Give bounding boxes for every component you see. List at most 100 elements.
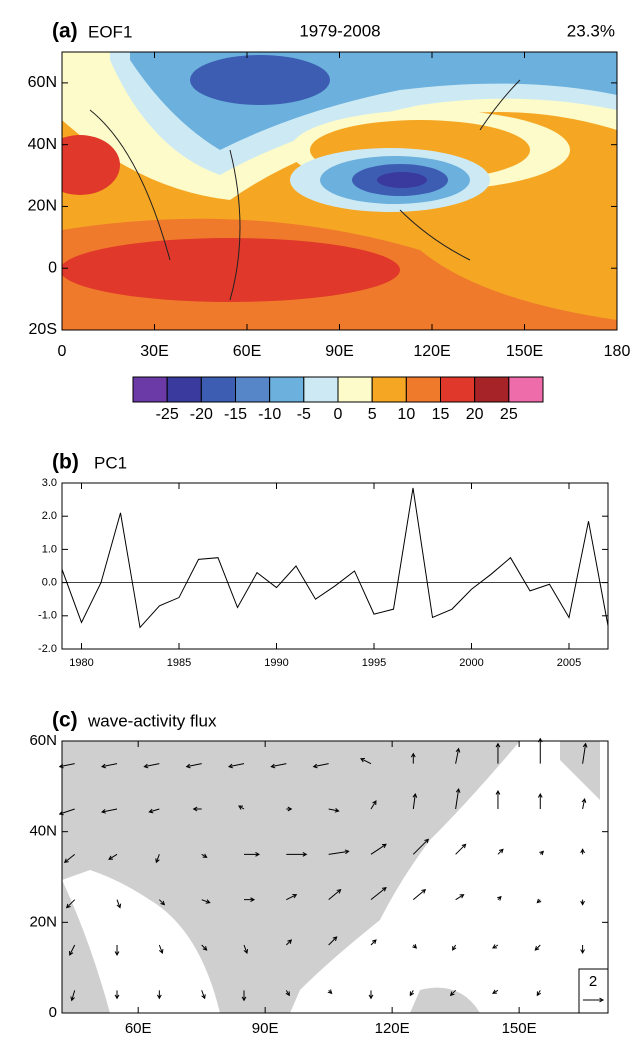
y-tick-label: 60N [28,74,57,91]
flux-vector [65,899,76,909]
x-tick-label: 60E [233,343,261,360]
flux-vector [412,838,430,855]
flux-vector [368,990,374,1000]
flux-vector [286,806,293,812]
flux-vector [158,899,166,906]
x-tick-label: 2000 [459,657,483,669]
x-tick-label: 120E [413,343,450,360]
flux-vector [412,792,418,810]
y-tick-label: 60N [29,732,57,749]
flux-vector [495,789,501,809]
flux-vector [227,763,245,769]
panel-label: (a) [52,20,78,43]
colorbar-label: -5 [297,406,311,423]
y-tick-label: -2.0 [38,643,57,655]
flux-vector [185,763,202,769]
x-tick-label: 150E [506,343,543,360]
colorbar-label: -20 [190,406,213,423]
flux-vector [409,990,415,997]
x-tick-label: 1990 [264,657,288,669]
flux-vector [286,851,308,857]
panel-label: (c) [52,709,78,732]
y-tick-label: 1.0 [42,543,57,555]
y-tick-label: 20N [29,913,57,930]
colorbar-label: 15 [432,406,450,423]
flux-vector [455,843,467,855]
x-tick-label: 60E [125,1020,152,1037]
colorbar-label: 0 [334,406,343,423]
colorbar-label: -25 [156,406,179,423]
flux-vector [114,990,120,1000]
x-tick-label: 150E [502,1020,537,1037]
colorbar-box [371,376,407,403]
flux-vector [492,989,499,994]
colorbar-box [303,376,339,403]
plot-frame [61,740,609,1014]
y-tick-label: 40N [28,136,57,153]
flux-vector [328,849,350,855]
flux-vector [492,944,499,949]
flux-vector [143,763,160,769]
pc-line [61,487,609,629]
flux-vector [312,763,329,769]
flux-vector [58,763,75,769]
flux-vector [58,808,75,816]
flux-vector [412,888,427,901]
flux-vector [201,899,211,904]
flux-vector [536,990,541,997]
flux-vector [449,989,456,997]
flux-vector [410,752,416,764]
panel-title: PC1 [94,453,127,472]
x-tick-label: 2005 [557,657,581,669]
y-tick-label: 20N [28,198,57,215]
x-tick-label: 90E [325,343,353,360]
flux-vector [114,945,120,957]
x-tick-label: 1980 [69,657,93,669]
flux-vector [496,895,502,901]
colorbar-label: -10 [258,406,281,423]
subtitle: 1979-2008 [299,21,380,40]
flux-vector [156,990,162,1000]
flux-vector [328,888,342,901]
flux-vector [285,990,290,997]
colorbar-label: 10 [397,406,415,423]
flux-vector [101,763,118,769]
flux-vector [452,944,457,951]
colorbar-label: -15 [224,406,247,423]
reference-box [578,968,609,1014]
flux-vector [582,742,588,764]
land-mask [62,741,608,1013]
flux-vector [497,848,504,855]
flux-vector [455,747,461,764]
flux-vector [243,944,249,954]
flux-vector [158,944,164,954]
flux-vector [455,894,465,901]
flux-vector [328,936,338,946]
contour-field [62,52,617,330]
x-tick-label: 180 [604,343,631,360]
x-tick-label: 0 [58,343,67,360]
annotation: 23.3% [567,21,615,40]
flux-vector [536,898,542,904]
flux-vector [328,808,340,813]
x-tick-label: 1985 [167,657,191,669]
flux-vector [495,742,501,764]
flux-vector [286,894,298,901]
flux-vector [581,797,587,810]
flux-vector [285,939,293,946]
y-tick-label: 20S [29,321,57,338]
colorbar-box [474,376,510,403]
y-tick-label: 0 [48,259,57,276]
flux-vector [69,944,76,956]
colorbar-box [508,376,544,403]
colorbar-label: 20 [466,406,484,423]
plot-frame [61,482,609,650]
flux-vector [108,853,118,860]
flux-vector [580,945,585,955]
colorbar-box [166,376,202,403]
panel-title: EOF1 [88,22,132,41]
colorbar-box [440,376,476,403]
flux-vector [201,944,208,951]
flux-vector [201,853,208,858]
